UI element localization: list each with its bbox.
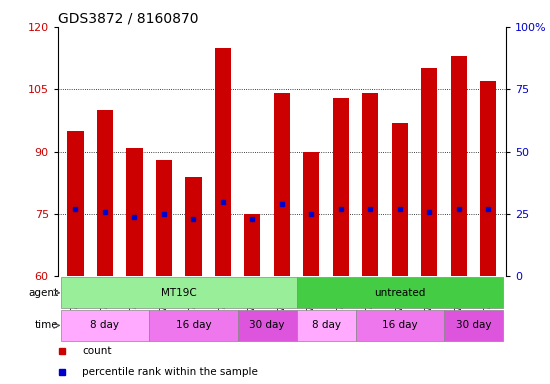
Bar bbox=[392, 122, 408, 276]
Bar bbox=[120, 27, 149, 276]
Text: 8 day: 8 day bbox=[90, 320, 119, 331]
Text: 16 day: 16 day bbox=[175, 320, 211, 331]
Text: agent: agent bbox=[28, 288, 58, 298]
Text: GDS3872 / 8160870: GDS3872 / 8160870 bbox=[58, 12, 198, 26]
Bar bbox=[444, 27, 474, 276]
Bar bbox=[90, 27, 120, 276]
Text: MT19C: MT19C bbox=[161, 288, 196, 298]
Bar bbox=[333, 98, 349, 276]
Bar bbox=[215, 48, 231, 276]
Bar bbox=[149, 27, 179, 276]
Bar bbox=[60, 277, 296, 308]
Bar bbox=[362, 93, 378, 276]
Bar bbox=[149, 310, 238, 341]
Bar bbox=[274, 93, 290, 276]
Text: 8 day: 8 day bbox=[312, 320, 340, 331]
Bar bbox=[179, 27, 208, 276]
Bar bbox=[356, 310, 444, 341]
Text: 16 day: 16 day bbox=[382, 320, 417, 331]
Bar bbox=[296, 277, 503, 308]
Text: percentile rank within the sample: percentile rank within the sample bbox=[82, 367, 258, 377]
Text: time: time bbox=[35, 320, 58, 331]
Text: count: count bbox=[82, 346, 112, 356]
Bar bbox=[356, 27, 385, 276]
Bar bbox=[450, 56, 467, 276]
Bar bbox=[244, 214, 261, 276]
Bar bbox=[421, 68, 437, 276]
Bar bbox=[415, 27, 444, 276]
Bar bbox=[296, 27, 326, 276]
Bar bbox=[444, 310, 503, 341]
Bar bbox=[480, 81, 497, 276]
Bar bbox=[126, 147, 142, 276]
Bar bbox=[238, 27, 267, 276]
Bar bbox=[67, 131, 84, 276]
Bar bbox=[60, 310, 149, 341]
Bar bbox=[296, 310, 356, 341]
Bar bbox=[238, 310, 296, 341]
Bar bbox=[156, 160, 172, 276]
Bar bbox=[474, 27, 503, 276]
Bar bbox=[208, 27, 238, 276]
Bar bbox=[60, 27, 90, 276]
Bar bbox=[385, 27, 415, 276]
Bar bbox=[303, 152, 320, 276]
Text: 30 day: 30 day bbox=[456, 320, 491, 331]
Bar bbox=[326, 27, 356, 276]
Bar bbox=[185, 177, 201, 276]
Bar bbox=[97, 110, 113, 276]
Text: untreated: untreated bbox=[374, 288, 426, 298]
Bar bbox=[267, 27, 296, 276]
Text: 30 day: 30 day bbox=[249, 320, 285, 331]
